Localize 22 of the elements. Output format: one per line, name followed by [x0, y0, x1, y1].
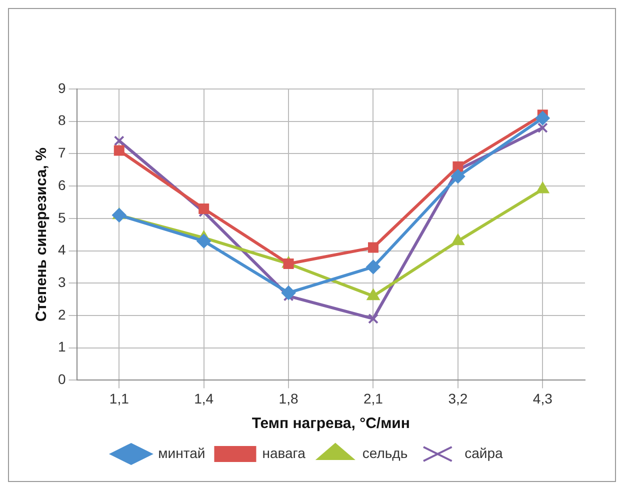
y-tick-label: 8: [58, 112, 66, 128]
y-tick-label: 4: [58, 242, 66, 258]
y-tick-label: 7: [58, 144, 66, 161]
y-tick-label: 3: [58, 274, 66, 290]
y-tick-label: 9: [58, 80, 66, 96]
legend-label: сельдь: [362, 444, 408, 461]
y-axis-title: Степень синерезиса, %: [33, 148, 50, 322]
legend-label: сайра: [464, 444, 504, 461]
x-tick-label: 1,1: [109, 390, 130, 406]
legend-label: минтай: [158, 444, 206, 461]
y-tick-label: 1: [58, 338, 66, 355]
y-tick-label: 5: [58, 209, 66, 226]
x-tick-label: 4,3: [532, 390, 553, 406]
y-tick-label: 2: [58, 306, 66, 322]
y-tick-label: 0: [58, 371, 66, 388]
x-tick-label: 2,1: [364, 390, 384, 406]
x-tick-label: 3,2: [448, 390, 468, 406]
x-axis-title: Темп нагрева, °C/мин: [252, 415, 410, 432]
y-tick-label: 6: [58, 176, 66, 193]
x-tick-label: 1,8: [278, 390, 298, 406]
legend-label: навага: [262, 444, 306, 461]
x-tick-label: 1,4: [194, 390, 214, 406]
